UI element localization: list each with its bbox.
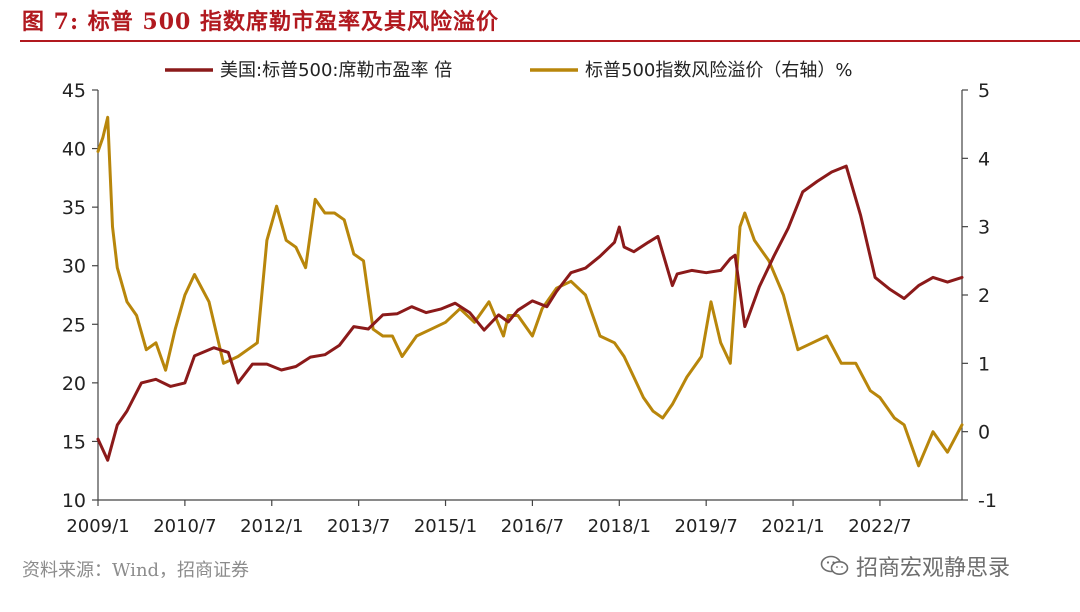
title-rule [20, 40, 1080, 42]
legend-label: 标普500指数风险溢价（右轴）% [585, 60, 852, 81]
right-tick-label: 4 [978, 148, 990, 170]
x-tick-label: 2009/1 [66, 516, 129, 537]
x-tick-label: 2013/7 [327, 516, 390, 537]
x-tick-label: 2010/7 [153, 516, 216, 537]
series-line-cape [96, 164, 964, 462]
x-tick-label: 2019/7 [675, 516, 738, 537]
right-tick-label: 2 [978, 285, 990, 307]
left-tick-label: 25 [62, 314, 86, 336]
series-line-risk-premium [96, 115, 964, 468]
left-tick-label: 35 [62, 197, 86, 219]
right-tick-label: 0 [978, 422, 990, 444]
left-tick-label: 15 [62, 431, 86, 453]
series-layer [96, 115, 964, 468]
left-tick-label: 20 [62, 373, 86, 395]
figure-title: 图 7: 标普 500 指数席勒市盈率及其风险溢价 [22, 9, 499, 35]
x-tick-label: 2021/1 [761, 516, 824, 537]
right-tick-label: 5 [978, 80, 990, 102]
x-tick-label: 2022/7 [848, 516, 911, 537]
legend: 美国:标普500:席勒市盈率 倍 标普500指数风险溢价（右轴）% [165, 60, 852, 81]
x-tick-label: 2018/1 [588, 516, 651, 537]
left-tick-label: 45 [62, 80, 86, 102]
left-tick-label: 40 [62, 139, 86, 161]
watermark-label: 招商宏观静思录 [856, 556, 1011, 581]
left-tick-label: 30 [62, 256, 86, 278]
x-tick-label: 2016/7 [501, 516, 564, 537]
x-tick-label: 2015/1 [414, 516, 477, 537]
right-tick-label: 1 [978, 353, 990, 375]
source-note: 资料来源：Wind，招商证券 [22, 560, 250, 581]
right-tick-label: -1 [978, 490, 997, 512]
wechat-icon [820, 555, 849, 575]
right-tick-label: 3 [978, 217, 990, 239]
left-tick-label: 10 [62, 490, 86, 512]
watermark: 招商宏观静思录 [820, 550, 1010, 582]
legend-label: 美国:标普500:席勒市盈率 倍 [220, 60, 452, 81]
x-tick-label: 2012/1 [240, 516, 303, 537]
